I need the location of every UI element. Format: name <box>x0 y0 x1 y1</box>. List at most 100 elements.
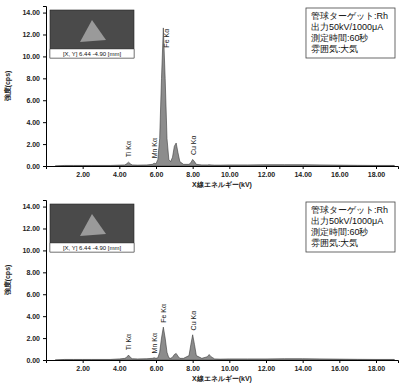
x-tick-mark <box>119 166 120 169</box>
info-box-line: 管球ターゲット:Rh <box>311 205 388 215</box>
peak-label: Cu Kα <box>190 135 197 155</box>
inset: [X, Y] 6.44 -4.90 [mm] <box>50 204 134 252</box>
x-tick: 14.00 <box>294 166 312 178</box>
y-tick-mark <box>43 78 46 79</box>
info-box-frame <box>306 8 395 58</box>
y-tick-mark <box>43 272 46 273</box>
x-tick-mark <box>83 360 84 363</box>
x-tick: 18.00 <box>368 166 386 178</box>
y-tick-label: 10.00 <box>22 53 40 60</box>
y-axis: 0.002.004.006.008.0010.0012.0014.00 <box>22 201 46 364</box>
y-tick-mark <box>43 34 46 35</box>
inset-caption: [X, Y] 6.44 -4.90 [mm] <box>63 245 122 251</box>
x-tick-label: 18.00 <box>368 171 386 178</box>
x-tick-mark <box>339 166 340 169</box>
x-tick-label: 2.00 <box>76 365 90 372</box>
info-box-frame <box>306 202 395 252</box>
x-tick: 16.00 <box>331 360 349 372</box>
inset-shape <box>80 20 106 42</box>
y-tick-label: 2.00 <box>26 141 40 148</box>
y-tick-label: 12.00 <box>22 225 40 232</box>
panel: 2.00 4.00 6.00 8.00 10.00 12.00 14.00 16.00 18.0… <box>3 201 399 384</box>
x-tick-label: 16.00 <box>331 171 349 178</box>
x-tick: 6.00 <box>150 166 164 178</box>
peak-label: Mn Kα <box>151 333 158 353</box>
x-tick-label: 10.00 <box>221 171 239 178</box>
x-axis-line <box>47 361 399 364</box>
x-tick-label: 10.00 <box>221 365 239 372</box>
y-tick-label: 14.00 <box>22 9 40 16</box>
y-tick: 14.00 <box>22 9 46 16</box>
y-tick: 0.00 <box>26 163 46 170</box>
y-tick: 2.00 <box>26 141 46 148</box>
x-tick-mark <box>229 360 230 363</box>
info-box-line: 測定時間:60秒 <box>311 33 369 43</box>
peak-label: Ti Kα <box>125 141 132 157</box>
y-tick-label: 2.00 <box>26 335 40 342</box>
x-tick: 10.00 <box>221 360 239 372</box>
x-axis: 2.00 4.00 6.00 8.00 10.00 12.00 14.00 16.00 18.0… <box>47 360 399 372</box>
y-tick-label: 0.00 <box>26 163 40 170</box>
x-tick-label: 8.00 <box>186 171 200 178</box>
x-tick-mark <box>266 360 267 363</box>
x-tick: 8.00 <box>186 166 200 178</box>
y-tick: 12.00 <box>22 225 46 232</box>
peak-label: Ti Kα <box>125 334 132 350</box>
y-tick-mark <box>43 294 46 295</box>
x-axis: 2.00 4.00 6.00 8.00 10.00 12.00 14.00 16.00 18.0… <box>47 166 399 178</box>
x-tick-label: 18.00 <box>368 365 386 372</box>
x-tick: 4.00 <box>113 360 127 372</box>
x-tick-mark <box>339 360 340 363</box>
x-tick-mark <box>156 166 157 169</box>
y-tick-mark <box>43 207 46 208</box>
y-tick: 10.00 <box>22 247 46 254</box>
x-axis-title: X線エネルギー(kV) <box>192 375 252 383</box>
y-tick: 0.00 <box>26 357 46 364</box>
y-tick-mark <box>43 228 46 229</box>
y-tick-label: 10.00 <box>22 247 40 254</box>
x-tick: 14.00 <box>294 360 312 372</box>
y-tick-label: 14.00 <box>22 203 40 210</box>
x-tick-label: 4.00 <box>113 171 127 178</box>
x-tick-mark <box>193 360 194 363</box>
x-tick: 6.00 <box>150 360 164 372</box>
info-box-line: 測定時間:60秒 <box>311 227 369 237</box>
y-tick-label: 8.00 <box>26 269 40 276</box>
y-tick-mark <box>43 13 46 14</box>
inset: [X, Y] 6.44 -4.90 [mm] <box>50 10 134 58</box>
peak-label: Mn Kα <box>151 138 158 158</box>
y-tick-label: 0.00 <box>26 357 40 364</box>
peak-label: Cu Kα <box>190 311 197 331</box>
y-tick-mark <box>43 144 46 145</box>
x-tick: 12.00 <box>258 360 276 372</box>
y-tick: 6.00 <box>26 97 46 104</box>
x-tick-mark <box>303 360 304 363</box>
x-tick: 12.00 <box>258 166 276 178</box>
x-tick-mark <box>303 166 304 169</box>
info-box-line: 出力50kV/1000μA <box>311 22 383 32</box>
x-tick-label: 12.00 <box>258 365 276 372</box>
inset-caption: [X, Y] 6.44 -4.90 [mm] <box>63 51 122 57</box>
x-tick-label: 2.00 <box>76 171 90 178</box>
y-tick: 2.00 <box>26 335 46 342</box>
y-axis-title: 強度(cps) <box>3 71 12 102</box>
x-tick: 18.00 <box>368 360 386 372</box>
x-tick-label: 12.00 <box>258 171 276 178</box>
x-tick-mark <box>193 166 194 169</box>
x-tick: 2.00 <box>76 166 90 178</box>
inset-caption-bg <box>50 243 134 252</box>
info-box-line: 管球ターゲット:Rh <box>311 11 388 21</box>
x-tick-label: 14.00 <box>294 365 312 372</box>
inset-caption-bg <box>50 49 134 58</box>
info-box-line: 出力50kV/1000μA <box>311 216 383 226</box>
y-tick: 4.00 <box>26 119 46 126</box>
x-tick: 8.00 <box>186 360 200 372</box>
info-box-line: 雰囲気:大気 <box>311 44 359 54</box>
y-axis-title: 強度(cps) <box>3 265 12 296</box>
y-tick: 12.00 <box>22 31 46 38</box>
y-tick-label: 6.00 <box>26 97 40 104</box>
y-tick-label: 4.00 <box>26 119 40 126</box>
y-tick-label: 8.00 <box>26 75 40 82</box>
y-tick-mark <box>43 100 46 101</box>
peak-label: Fe Kα <box>163 29 170 48</box>
